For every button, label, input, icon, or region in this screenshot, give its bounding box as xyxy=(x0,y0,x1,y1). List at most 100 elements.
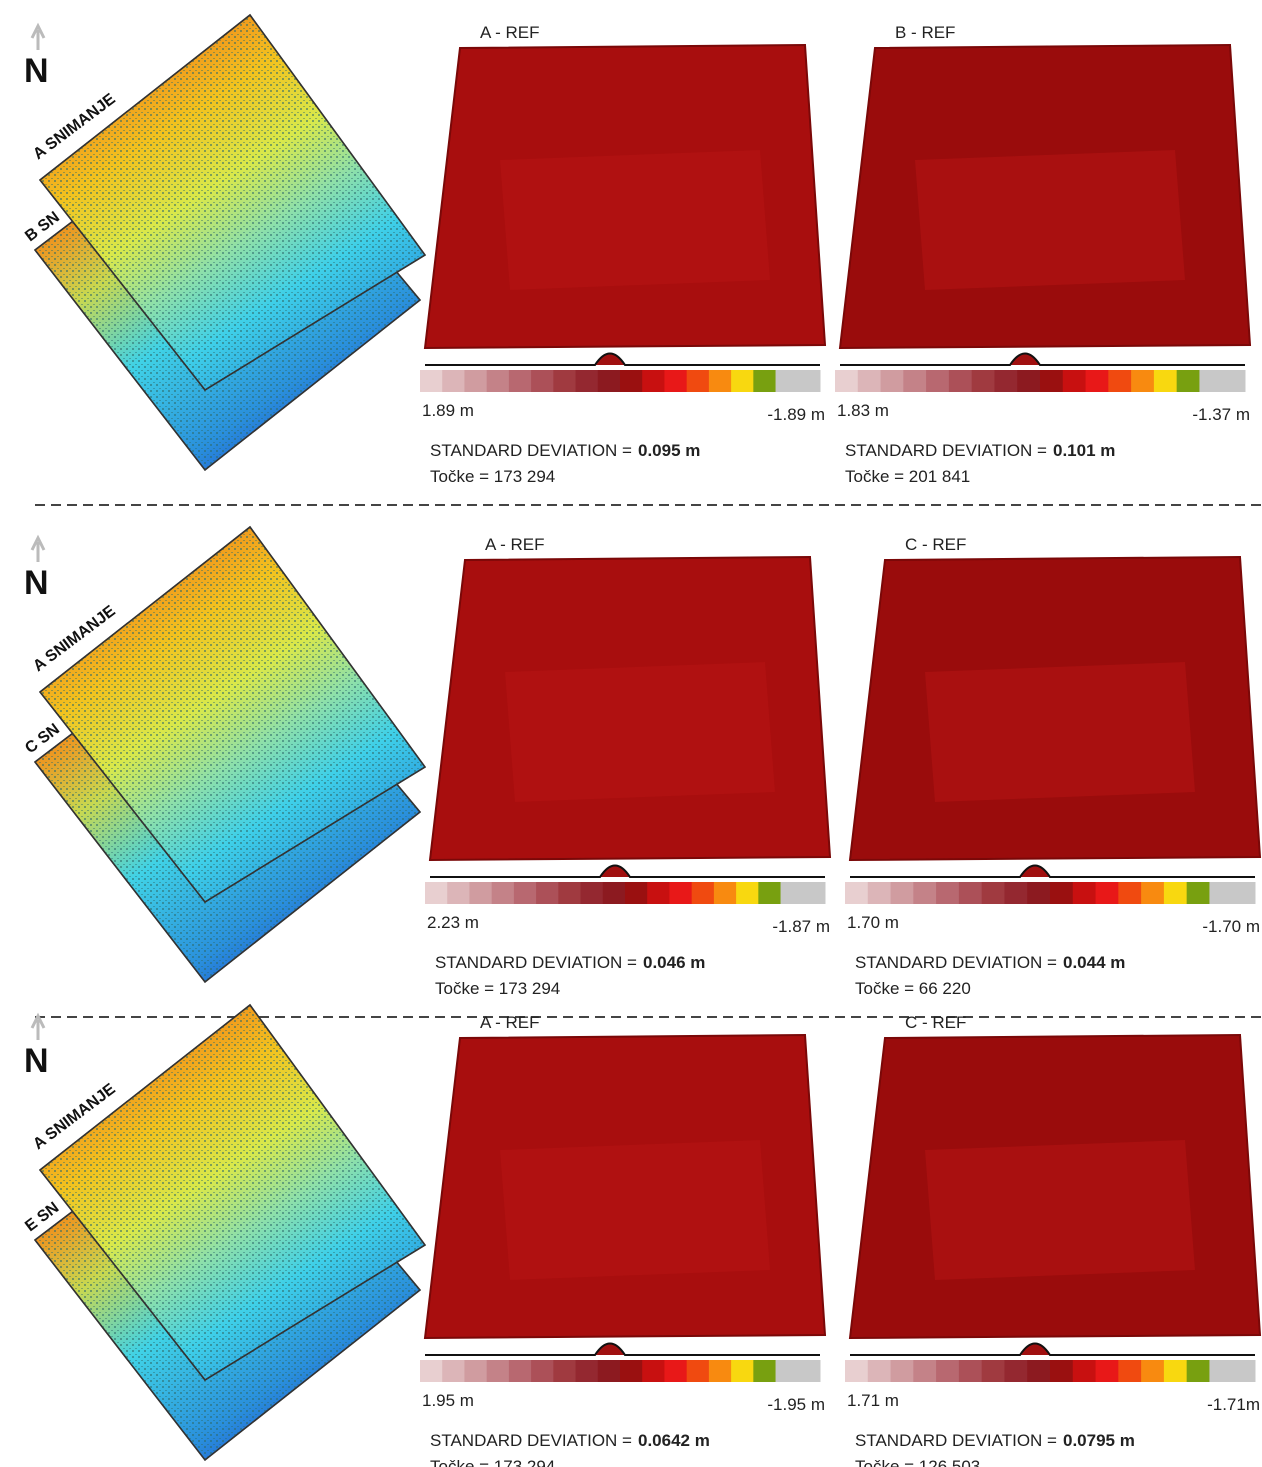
colorbar-segment xyxy=(425,882,448,904)
colorbar-segment xyxy=(797,1360,821,1382)
std-dev: STANDARD DEVIATION = 0.0642 m xyxy=(430,1431,710,1450)
colorbar-segment xyxy=(913,882,937,904)
colorbar-segment xyxy=(708,370,732,392)
std-dev: STANDARD DEVIATION = 0.101 m xyxy=(845,441,1115,460)
colorbar-segment xyxy=(1176,370,1200,392)
colorbar-segment xyxy=(758,882,782,904)
colorbar-segment xyxy=(625,882,648,904)
colorbar-segment xyxy=(642,370,665,392)
point-count: Točke = 173 294 xyxy=(430,467,555,486)
colorbar-segment xyxy=(1222,370,1246,392)
colorbar-segment xyxy=(780,882,804,904)
colorbar-segment xyxy=(664,1360,688,1382)
colorbar-segment xyxy=(1153,370,1178,392)
colorbar-segment xyxy=(867,1360,892,1382)
colorbar-segment xyxy=(971,370,995,392)
colorbar-segment xyxy=(486,370,510,392)
colorbar-segment xyxy=(753,370,777,392)
colorbar-segment xyxy=(464,1360,488,1382)
histogram xyxy=(840,352,1245,366)
deviation-patch xyxy=(500,150,770,290)
colorbar-segment xyxy=(513,882,537,904)
colorbar-segment xyxy=(508,1360,532,1382)
colorbar-segment xyxy=(1085,370,1109,392)
colorbar-segment xyxy=(753,1360,777,1382)
colorbar-segment xyxy=(903,370,927,392)
colorbar-segment xyxy=(835,370,859,392)
colorbar-segment xyxy=(1040,370,1064,392)
colorbar-segment xyxy=(1027,1360,1051,1382)
colorbar-segment xyxy=(867,882,892,904)
deviation-patch xyxy=(915,150,1185,290)
colorbar-segment xyxy=(1004,882,1028,904)
colorbar-segment xyxy=(669,882,693,904)
colorbar-segment xyxy=(642,1360,665,1382)
colorbar-segment xyxy=(1118,882,1142,904)
colorbar-segment xyxy=(580,882,604,904)
colorbar-segment xyxy=(1118,1360,1142,1382)
point-count: Točke = 173 294 xyxy=(435,979,560,998)
histogram xyxy=(850,1342,1255,1356)
scale-max: 1.95 m xyxy=(422,1391,474,1410)
colorbar-segment xyxy=(981,882,1005,904)
colorbar-segment xyxy=(1050,1360,1074,1382)
colorbar-segment xyxy=(620,370,643,392)
panel-title: C - REF xyxy=(905,535,966,554)
panel-title: C - REF xyxy=(905,1013,966,1032)
layer-map xyxy=(38,13,427,391)
scale-min: -1.37 m xyxy=(1192,405,1250,424)
panel-title: B - REF xyxy=(895,23,955,42)
colorbar-segment xyxy=(708,1360,732,1382)
deviation-patch xyxy=(505,662,775,802)
colorbar-segment xyxy=(664,370,688,392)
colorbar-segment xyxy=(845,882,869,904)
colorbar-segment xyxy=(1141,882,1165,904)
colorbar-segment xyxy=(508,370,532,392)
scale-min: -1.95 m xyxy=(767,1395,825,1414)
colorbar-segment xyxy=(536,882,559,904)
std-dev: STANDARD DEVIATION = 0.0795 m xyxy=(855,1431,1135,1450)
colorbar-segment xyxy=(981,1360,1005,1382)
panel-title: A - REF xyxy=(480,1013,540,1032)
colorbar-segment xyxy=(597,370,621,392)
colorbar-segment xyxy=(1141,1360,1165,1382)
colorbar-segment xyxy=(731,370,754,392)
colorbar-segment xyxy=(464,370,488,392)
north-arrow xyxy=(30,22,46,50)
std-value: 0.0795 m xyxy=(1063,1431,1135,1450)
deviation-patch xyxy=(925,1140,1195,1280)
colorbar-segment xyxy=(1131,370,1155,392)
std-label: STANDARD DEVIATION = xyxy=(855,953,1057,972)
colorbar-segment xyxy=(913,1360,937,1382)
histogram xyxy=(425,352,820,366)
north-arrow xyxy=(30,1012,46,1040)
colorbar-segment xyxy=(1017,370,1041,392)
colorbar-segment xyxy=(994,370,1018,392)
colorbar-segment xyxy=(1163,882,1188,904)
colorbar-segment xyxy=(845,1360,869,1382)
colorbar-segment xyxy=(880,370,904,392)
colorbar-segment xyxy=(597,1360,621,1382)
north-arrow xyxy=(30,534,46,562)
scale-min: -1.70 m xyxy=(1202,917,1260,936)
colorbar-segment xyxy=(890,882,914,904)
panel-title: A - REF xyxy=(480,23,540,42)
colorbar-segment xyxy=(958,882,983,904)
scale-max: 1.89 m xyxy=(422,401,474,420)
colorbar-segment xyxy=(775,1360,799,1382)
std-label: STANDARD DEVIATION = xyxy=(430,441,632,460)
colorbar-segment xyxy=(1050,882,1074,904)
colorbar-segment xyxy=(936,1360,960,1382)
colorbar-segment xyxy=(647,882,670,904)
std-dev: STANDARD DEVIATION = 0.044 m xyxy=(855,953,1125,972)
colorbar-segment xyxy=(620,1360,643,1382)
colorbar-segment xyxy=(1232,1360,1256,1382)
deviation-patch xyxy=(925,662,1195,802)
colorbar-segment xyxy=(1027,882,1051,904)
scale-max: 2.23 m xyxy=(427,913,479,932)
std-dev: STANDARD DEVIATION = 0.095 m xyxy=(430,441,700,460)
std-label: STANDARD DEVIATION = xyxy=(845,441,1047,460)
